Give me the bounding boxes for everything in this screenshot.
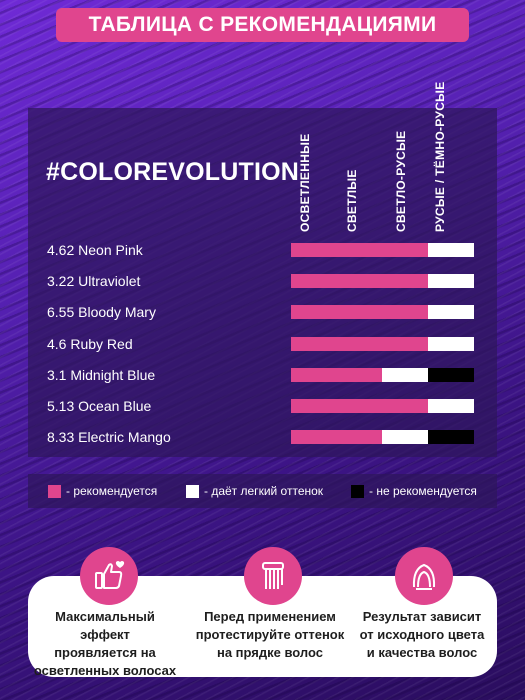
- bar-segment-recommended: [337, 399, 382, 413]
- info-text-test-strand-line: Перед применением: [204, 609, 336, 624]
- bar-segment-light-tint: [428, 399, 474, 413]
- hair-strand-icon: [244, 547, 302, 605]
- shade-bar: [291, 367, 474, 382]
- shade-label: 3.1 Midnight Blue: [47, 366, 156, 383]
- info-text-result-depends-line: Результат зависит: [362, 609, 482, 624]
- bar-segment-light-tint: [428, 243, 474, 257]
- legend-swatch-not-recommended: [351, 484, 364, 498]
- legend-swatch-light-tint: [186, 484, 199, 498]
- shade-label: 6.55 Bloody Mary: [47, 304, 156, 321]
- bar-segment-recommended: [291, 430, 337, 445]
- column-header-brown-dark-brown-text: РУСЫЕ / ТЁМНО-РУСЫЕ: [433, 81, 447, 232]
- bar-segment-light-tint: [428, 274, 474, 289]
- legend-item-recommended: - рекомендуется: [48, 474, 157, 508]
- bar-segment-recommended: [291, 336, 337, 351]
- shade-bar: [291, 399, 474, 413]
- shade-label: 8.33 Electric Mango: [47, 429, 171, 446]
- info-text-result-depends: Результат зависит от исходного цвета и к…: [347, 608, 497, 662]
- bar-segment-recommended: [337, 243, 382, 257]
- shade-bar: [291, 243, 474, 257]
- info-text-max-effect-line: Максимальный эффект: [55, 609, 155, 642]
- legend-item-not-recommended: - не рекомендуется: [351, 474, 477, 508]
- legend: - рекомендуется - даёт легкий оттенок - …: [28, 474, 497, 508]
- bar-segment-recommended: [382, 274, 428, 289]
- hair-head-icon: [395, 547, 453, 605]
- column-header-light-brown: СВЕТЛО-РУСЫЕ: [394, 130, 408, 232]
- bar-segment-recommended: [291, 243, 337, 257]
- thumbs-up-icon: [80, 547, 138, 605]
- bar-segment-recommended: [291, 399, 337, 413]
- legend-item-light-tint: - даёт легкий оттенок: [186, 474, 323, 508]
- shade-bar: [291, 305, 474, 320]
- info-text-max-effect: Максимальный эффект проявляется на освет…: [30, 608, 180, 680]
- info-text-max-effect-line: проявляется на: [54, 645, 156, 660]
- bar-segment-not-recommended: [428, 367, 474, 382]
- column-header-brown-dark-brown: РУСЫЕ / ТЁМНО-РУСЫЕ: [433, 81, 463, 232]
- info-text-test-strand-line: протестируйте оттенок: [195, 627, 345, 642]
- info-text-result-depends-line: и качества волос: [366, 645, 478, 660]
- bar-segment-recommended: [337, 305, 382, 320]
- title-banner: ТАБЛИЦА С РЕКОМЕНДАЦИЯМИ: [56, 8, 469, 42]
- legend-label-recommended: - рекомендуется: [66, 484, 158, 498]
- bar-segment-recommended: [382, 243, 428, 257]
- bar-segment-recommended: [382, 399, 428, 413]
- bar-segment-recommended: [337, 430, 382, 445]
- shade-label: 3.22 Ultraviolet: [47, 273, 141, 290]
- bar-segment-light-tint: [428, 336, 474, 351]
- shade-bar: [291, 430, 474, 445]
- legend-swatch-recommended: [48, 484, 61, 498]
- bar-segment-recommended: [382, 336, 428, 351]
- bar-segment-recommended: [337, 367, 382, 382]
- info-text-test-strand-line: на прядке волос: [216, 645, 324, 660]
- shade-label: 4.6 Ruby Red: [47, 335, 133, 352]
- legend-label-light-tint: - даёт легкий оттенок: [204, 484, 324, 498]
- legend-label-not-recommended: - не рекомендуется: [369, 484, 477, 498]
- info-text-result-depends-line: от исходного цвета: [359, 627, 485, 642]
- brand-title: #COLOREVOLUTION: [46, 158, 300, 186]
- column-header-lightened: ОСВЕТЛЕННЫЕ: [298, 133, 312, 232]
- info-text-max-effect-line: осветленных волосах: [33, 663, 177, 678]
- bar-segment-light-tint: [382, 367, 428, 382]
- shade-bar: [291, 336, 474, 351]
- bar-segment-recommended: [291, 305, 337, 320]
- bar-segment-light-tint: [428, 305, 474, 320]
- column-header-light: СВЕТЛЫЕ: [345, 169, 359, 232]
- bar-segment-recommended: [382, 305, 428, 320]
- shade-label: 4.62 Neon Pink: [47, 242, 143, 258]
- info-text-test-strand: Перед применением протестируйте оттенок …: [195, 608, 345, 662]
- bar-segment-recommended: [337, 274, 382, 289]
- bar-segment-recommended: [337, 336, 382, 351]
- bar-segment-recommended: [291, 367, 337, 382]
- bar-segment-light-tint: [382, 430, 428, 445]
- bar-segment-recommended: [291, 274, 337, 289]
- page-title: ТАБЛИЦА С РЕКОМЕНДАЦИЯМИ: [88, 13, 437, 36]
- shade-label: 5.13 Ocean Blue: [47, 398, 152, 414]
- bar-segment-not-recommended: [428, 430, 474, 445]
- shade-bar: [291, 274, 474, 289]
